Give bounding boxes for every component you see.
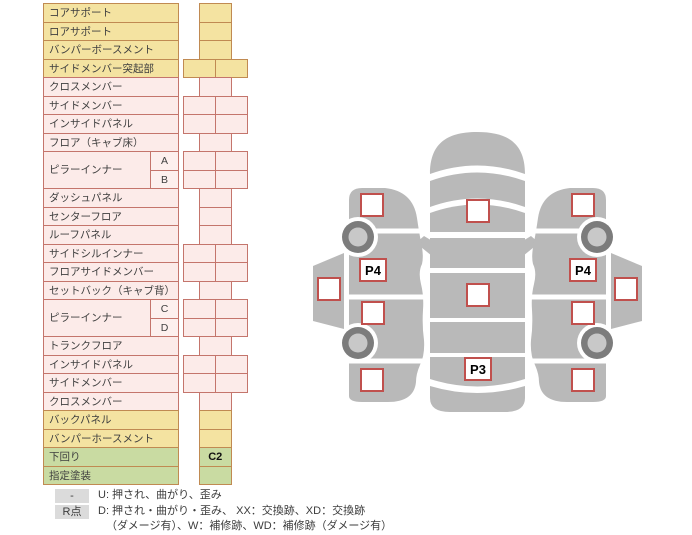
part-row-label: インサイドパネル xyxy=(43,114,179,134)
damage-point-label[interactable]: P4 xyxy=(359,258,387,282)
part-row-label: 指定塗装 xyxy=(43,465,179,485)
legend-text-u: U: 押され、曲がり、歪み xyxy=(98,489,222,501)
damage-point-marker[interactable] xyxy=(360,368,384,392)
part-row-label: クロスメンバー xyxy=(43,391,179,411)
top-windshield xyxy=(430,238,525,268)
legend-badge-dash: - xyxy=(55,489,89,503)
top-hood xyxy=(430,172,525,207)
damage-point-marker[interactable] xyxy=(571,368,595,392)
damage-point-marker[interactable] xyxy=(466,283,490,307)
legend: - U: 押され、曲がり、歪み R点 D: 押され・曲がり・歪み、 XX：交換跡… xyxy=(55,488,392,535)
damage-point-marker[interactable] xyxy=(360,193,384,217)
damage-point-marker[interactable] xyxy=(466,199,490,223)
part-row-label: サイドメンバー突起部 xyxy=(43,58,179,78)
car-top-view xyxy=(416,132,539,412)
legend-badge-rten: R点 xyxy=(55,505,89,519)
car-right-side-view xyxy=(529,188,642,402)
damage-point-label[interactable]: P4 xyxy=(569,258,597,282)
part-row-label: フロアサイドメンバー xyxy=(43,262,179,282)
part-row-label: ピラーインナー xyxy=(43,151,151,189)
pillar-sub-label: A xyxy=(150,151,179,171)
part-row-label: クロスメンバー xyxy=(43,77,179,97)
top-roof-rear xyxy=(430,322,525,353)
part-row-label: バンパーホースメント xyxy=(43,428,179,448)
damage-point-marker[interactable] xyxy=(571,301,595,325)
left-rear-wheel xyxy=(338,323,378,363)
part-row-label: サイドメンバー xyxy=(43,95,179,115)
top-front-bumper xyxy=(430,132,525,174)
legend-text-d2: （ダメージ有）、W：補修跡、WD：補修跡（ダメージ有） xyxy=(106,520,393,532)
pillar-sub-label: C xyxy=(150,299,179,319)
legend-row-r: R点 D: 押され・曲がり・歪み、 XX：交換跡、XD：交換跡 （ダメージ有）、… xyxy=(55,504,392,534)
legend-text-d: D: 押され・曲がり・歪み、 XX：交換跡、XD：交換跡 xyxy=(98,505,366,517)
damage-cell[interactable]: C2 xyxy=(198,447,232,467)
damage-point-label[interactable]: P3 xyxy=(464,357,492,381)
part-row-label: フロア（キャブ床） xyxy=(43,132,179,152)
damage-point-marker[interactable] xyxy=(571,193,595,217)
damage-cell[interactable] xyxy=(198,465,232,485)
part-row-label: ピラーインナー xyxy=(43,299,151,337)
part-row-label: バンパーボースメント xyxy=(43,40,179,60)
legend-row-u: - U: 押され、曲がり、歪み xyxy=(55,488,392,503)
right-rear-wheel xyxy=(577,323,617,363)
damage-point-marker[interactable] xyxy=(317,277,341,301)
left-front-wheel xyxy=(338,217,378,257)
part-row-label: センターフロア xyxy=(43,206,179,226)
part-row-label: サイドシルインナー xyxy=(43,243,179,263)
damage-point-marker[interactable] xyxy=(614,277,638,301)
damage-point-marker[interactable] xyxy=(361,301,385,325)
top-rear-bumper xyxy=(430,386,525,412)
part-row-label: バックパネル xyxy=(43,410,179,430)
right-front-wheel xyxy=(577,217,617,257)
